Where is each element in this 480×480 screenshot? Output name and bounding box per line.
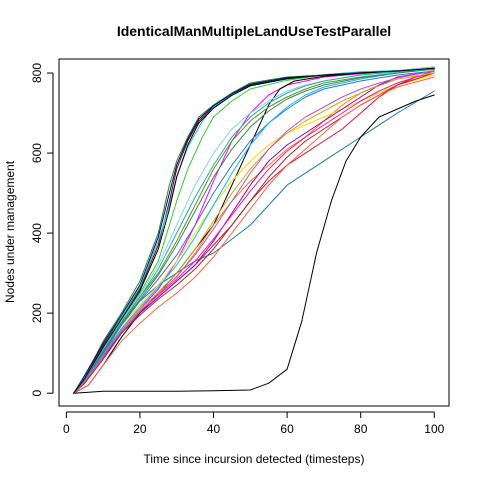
series-line-17 xyxy=(73,68,435,394)
series-line-6 xyxy=(73,66,435,394)
x-tick-label: 40 xyxy=(207,422,221,436)
x-tick-label: 60 xyxy=(280,422,294,436)
series-line-25 xyxy=(73,67,435,394)
x-tick-label: 80 xyxy=(354,422,368,436)
series-line-19 xyxy=(73,76,435,394)
series-line-22 xyxy=(73,67,435,394)
series-line-20 xyxy=(73,67,435,394)
y-axis: 0 200 400 600 800 xyxy=(30,63,54,397)
y-tick-label: 200 xyxy=(30,303,44,323)
y-axis-label: Nodes under management xyxy=(3,160,17,303)
chart-title: IdenticalManMultipleLandUseTestParallel xyxy=(117,23,391,39)
series-line-11 xyxy=(73,72,435,394)
series-layer xyxy=(73,66,435,394)
y-tick-label: 0 xyxy=(30,390,44,397)
x-tick-label: 20 xyxy=(133,422,147,436)
y-tick-label: 800 xyxy=(30,63,44,83)
series-line-24 xyxy=(73,68,435,394)
series-line-23 xyxy=(73,70,435,394)
series-line-18 xyxy=(73,70,435,394)
plot-frame xyxy=(58,58,450,407)
x-tick-label: 0 xyxy=(63,422,70,436)
series-line-21 xyxy=(73,72,435,394)
series-line-2 xyxy=(73,94,435,394)
series-line-9 xyxy=(73,66,435,394)
y-tick-label: 600 xyxy=(30,143,44,163)
x-tick-label: 100 xyxy=(424,422,444,436)
y-tick-label: 400 xyxy=(30,223,44,243)
x-axis: 0 20 40 60 80 100 xyxy=(63,411,445,436)
x-axis-label: Time since incursion detected (timesteps… xyxy=(144,452,365,466)
